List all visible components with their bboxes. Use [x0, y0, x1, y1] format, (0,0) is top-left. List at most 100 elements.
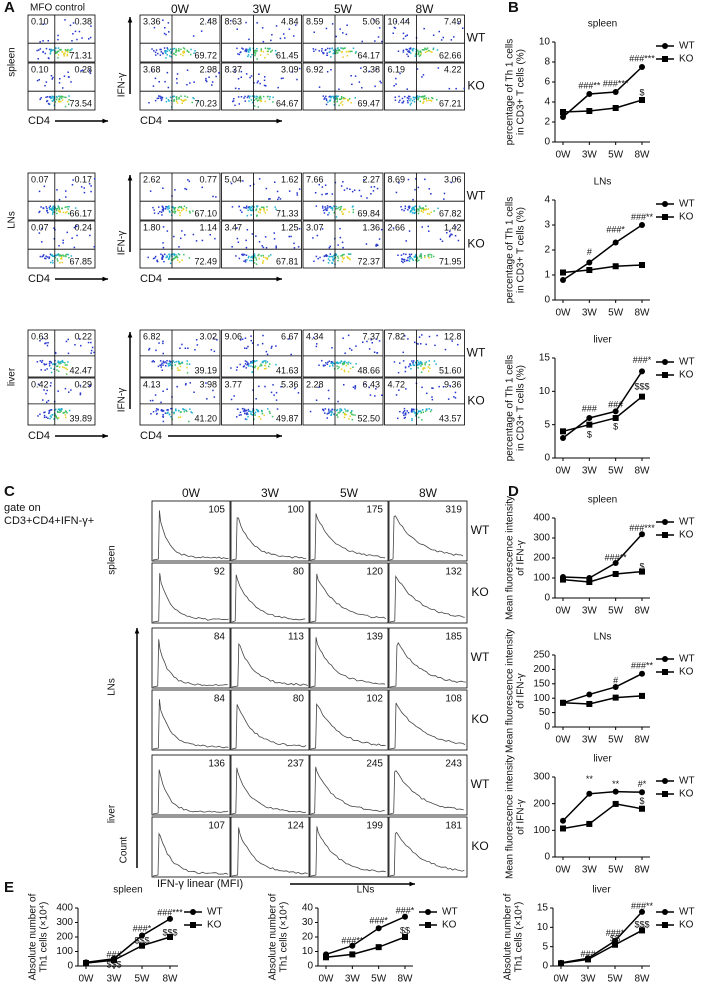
dot [420, 253, 422, 255]
dot [256, 97, 258, 100]
dot [430, 211, 432, 213]
dot [340, 102, 342, 104]
dot [53, 227, 55, 229]
dot [181, 102, 183, 104]
dot [244, 360, 247, 362]
dot [413, 256, 415, 258]
dot [241, 211, 243, 213]
annotation: ###*** [603, 78, 629, 88]
dot [52, 262, 54, 264]
dot [423, 209, 425, 211]
dot [190, 411, 192, 413]
dot [278, 196, 280, 199]
dot [193, 52, 195, 54]
dot [253, 257, 255, 259]
arrow-head [134, 628, 140, 634]
quadrant-value: 0.07 [31, 174, 49, 184]
dot [153, 26, 156, 29]
dot [422, 367, 424, 369]
dot [42, 51, 44, 53]
dot [341, 51, 343, 53]
x-axis-label: CD4 [140, 430, 162, 442]
dot-cloud [393, 334, 459, 374]
dot [147, 256, 149, 259]
dot [330, 410, 332, 412]
quadrant-value: 2.98 [199, 64, 217, 74]
dot [172, 258, 174, 260]
dot [215, 196, 217, 198]
x-axis-label: CD4 [140, 115, 162, 127]
dot [152, 206, 154, 209]
dot [348, 361, 350, 363]
dot [372, 190, 375, 192]
dot [175, 49, 177, 51]
dot [313, 260, 315, 262]
dot [212, 195, 214, 198]
dot [416, 208, 419, 210]
dot [269, 198, 271, 200]
dot [173, 412, 175, 415]
dot [186, 84, 188, 86]
dot [42, 399, 44, 401]
dot [375, 245, 377, 247]
dot [347, 363, 349, 365]
dot [254, 256, 256, 258]
dot [403, 410, 406, 412]
dot-cloud [314, 179, 379, 218]
dot [331, 209, 334, 211]
dot [178, 206, 181, 208]
dot [59, 254, 61, 256]
dot [340, 368, 343, 370]
dot [161, 256, 164, 259]
dot [167, 363, 169, 365]
annotation: $$$ [162, 927, 177, 937]
dot [245, 48, 248, 50]
dot [55, 254, 57, 257]
dot [421, 419, 423, 421]
dot [167, 48, 169, 50]
dot [240, 76, 242, 78]
dot [52, 99, 55, 101]
quadrant-value: 3.47 [225, 222, 243, 232]
legend-marker [662, 669, 668, 675]
dot [253, 95, 256, 97]
quadrant-value: 9.36 [444, 379, 462, 389]
dot [174, 207, 177, 209]
dot [171, 259, 174, 261]
dot [170, 51, 172, 53]
dot [156, 97, 159, 100]
quadrant-value: 41.63 [276, 365, 299, 375]
dot [432, 48, 435, 50]
dot [337, 257, 340, 259]
dot [327, 214, 329, 216]
dot [65, 340, 68, 343]
dot [329, 253, 332, 255]
dot [328, 99, 331, 102]
panel-label: C [4, 483, 15, 500]
dot [43, 389, 45, 391]
dot [57, 206, 60, 208]
dot [56, 96, 58, 99]
dot [251, 362, 253, 364]
dot [269, 47, 271, 50]
data-point [612, 105, 619, 111]
dot [423, 208, 426, 211]
quadrant-value: 1.14 [199, 222, 217, 232]
dot [337, 255, 339, 258]
dot [269, 96, 271, 98]
dot [43, 363, 45, 365]
dot [55, 209, 58, 212]
dot [408, 253, 411, 256]
dot [173, 361, 176, 364]
dot [263, 360, 266, 362]
dot [431, 51, 433, 53]
dot [395, 77, 397, 80]
dot [263, 256, 265, 258]
gate-label: CD3+CD4+IFN-γ+ [4, 515, 94, 527]
dot [243, 206, 245, 209]
dot [168, 255, 171, 258]
dot [90, 190, 92, 193]
dot [328, 360, 331, 362]
dot [150, 69, 153, 72]
dot [441, 240, 444, 242]
